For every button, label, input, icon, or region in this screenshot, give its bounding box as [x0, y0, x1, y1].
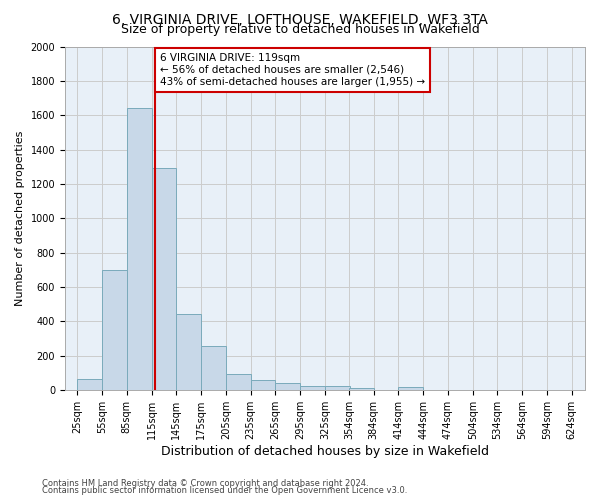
Bar — [398, 388, 423, 390]
Bar — [325, 386, 350, 390]
Bar — [251, 380, 275, 390]
Bar — [201, 346, 226, 390]
Text: Contains public sector information licensed under the Open Government Licence v3: Contains public sector information licen… — [42, 486, 407, 495]
Y-axis label: Number of detached properties: Number of detached properties — [15, 130, 25, 306]
Text: Contains HM Land Registry data © Crown copyright and database right 2024.: Contains HM Land Registry data © Crown c… — [42, 478, 368, 488]
Bar — [275, 383, 300, 390]
Bar — [300, 386, 325, 390]
Bar — [176, 314, 201, 390]
X-axis label: Distribution of detached houses by size in Wakefield: Distribution of detached houses by size … — [161, 444, 489, 458]
Text: Size of property relative to detached houses in Wakefield: Size of property relative to detached ho… — [121, 22, 479, 36]
Bar — [349, 388, 374, 390]
Bar — [77, 378, 102, 390]
Bar — [226, 374, 251, 390]
Bar — [152, 168, 176, 390]
Bar — [127, 108, 152, 390]
Text: 6 VIRGINIA DRIVE: 119sqm
← 56% of detached houses are smaller (2,546)
43% of sem: 6 VIRGINIA DRIVE: 119sqm ← 56% of detach… — [160, 54, 425, 86]
Bar — [102, 270, 127, 390]
Text: 6, VIRGINIA DRIVE, LOFTHOUSE, WAKEFIELD, WF3 3TA: 6, VIRGINIA DRIVE, LOFTHOUSE, WAKEFIELD,… — [112, 12, 488, 26]
